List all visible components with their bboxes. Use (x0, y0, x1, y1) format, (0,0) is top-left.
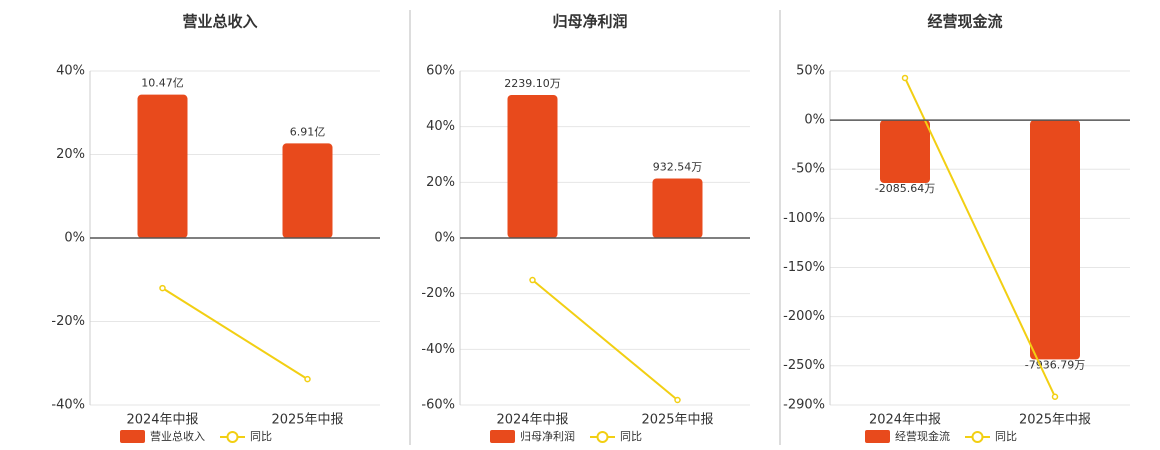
y-tick-label: 0% (804, 113, 825, 128)
legend-swatch (865, 430, 890, 443)
y-tick-label: -40% (51, 398, 85, 413)
y-tick-label: -40% (421, 342, 455, 357)
bar (507, 95, 558, 238)
y-tick-label: -20% (51, 314, 85, 329)
legend-label: 同比 (620, 430, 642, 443)
legend-label: 同比 (995, 430, 1017, 443)
line (531, 279, 679, 401)
y-tick-label: 60% (426, 64, 455, 79)
y-tick-label: -290% (783, 398, 825, 413)
point (1051, 393, 1059, 400)
y-tick-label: -60% (421, 398, 455, 413)
value-label: 6.91亿 (290, 125, 326, 138)
legend-label: 同比 (250, 430, 272, 443)
y-tick-label: 40% (56, 64, 85, 79)
line (904, 77, 1056, 398)
x-tick-label: 2024年中报 (126, 413, 198, 428)
legend-label: 经营现金流 (895, 429, 950, 443)
chart-title: 经营现金流 (927, 13, 1002, 31)
value-label: -7936.79万 (1025, 358, 1085, 371)
x-tick-label: 2025年中报 (271, 413, 343, 428)
legend-swatch (490, 430, 515, 443)
y-tick-label: -20% (421, 286, 455, 301)
point (901, 74, 909, 82)
line (161, 287, 309, 380)
chart-title: 营业总收入 (182, 13, 257, 31)
value-label: -2085.64万 (875, 182, 935, 195)
value-label: 2239.10万 (504, 77, 561, 90)
bar (137, 94, 188, 238)
legend-swatch (120, 430, 145, 443)
legend-label: 营业总收入 (150, 429, 205, 443)
y-tick-label: 50% (796, 64, 825, 79)
y-tick-label: -100% (783, 211, 825, 226)
x-tick-label: 2025年中报 (1019, 413, 1091, 428)
y-tick-label: 0% (64, 231, 85, 246)
y-tick-label: 40% (426, 119, 455, 134)
y-tick-label: 20% (56, 147, 85, 162)
value-label: 932.54万 (653, 160, 703, 173)
y-tick-label: -250% (783, 358, 825, 373)
y-tick-label: 0% (434, 231, 455, 246)
x-tick-label: 2024年中报 (496, 413, 568, 428)
y-tick-label: 20% (426, 175, 455, 190)
y-tick-label: -150% (783, 260, 825, 275)
point (674, 396, 681, 404)
bar (880, 120, 930, 184)
legend-swatch (226, 431, 239, 443)
legend-label: 归母净利润 (520, 429, 575, 443)
point (529, 276, 536, 284)
point (304, 375, 311, 383)
legend-swatch (596, 431, 609, 443)
y-tick-label: -50% (791, 162, 825, 177)
bar (1030, 120, 1080, 360)
legend-swatch (971, 431, 984, 443)
bar (282, 143, 333, 238)
bar (652, 178, 703, 238)
value-label: 10.47亿 (141, 77, 184, 90)
x-tick-label: 2025年中报 (641, 413, 713, 428)
point (159, 284, 166, 292)
x-tick-label: 2024年中报 (869, 413, 941, 428)
chart-title: 归母净利润 (552, 13, 627, 31)
y-tick-label: -200% (783, 309, 825, 324)
